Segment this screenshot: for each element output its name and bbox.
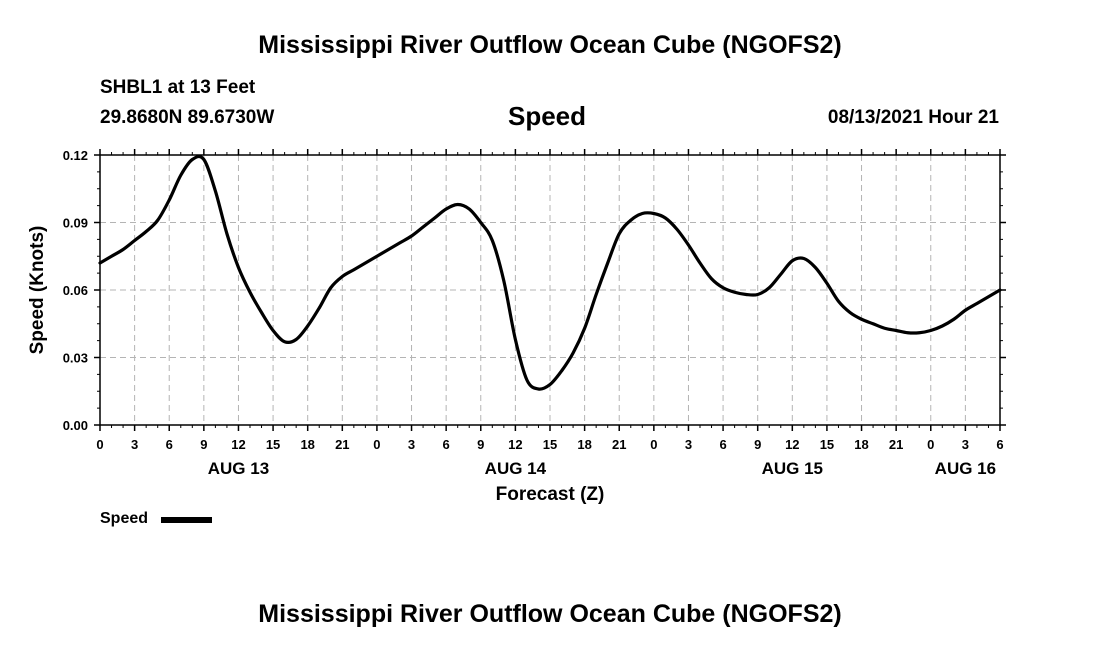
x-tick-label: 12 [508,437,522,452]
x-tick-label: 0 [927,437,934,452]
y-axis-label: Speed (Knots) [27,226,48,355]
x-tick-label: 21 [335,437,349,452]
x-tick-label: 9 [477,437,484,452]
axis-ticks [94,149,1006,431]
x-tick-label: 3 [408,437,415,452]
x-tick-label: 3 [685,437,692,452]
x-tick-label: 15 [543,437,557,452]
legend-label: Speed [100,510,149,527]
x-tick-label: 3 [131,437,138,452]
variable-title: Speed [508,101,587,131]
x-tick-label: 6 [996,437,1003,452]
x-tick-label: 3 [962,437,969,452]
y-tick-label: 0.12 [63,148,88,163]
x-date-label: AUG 14 [485,459,547,478]
x-tick-label: 6 [719,437,726,452]
y-tick-label: 0.09 [63,216,88,231]
station-label: SHBL1 at 13 Feet [100,77,256,98]
series-layer [98,154,1002,391]
x-tick-label: 21 [889,437,903,452]
x-tick-label: 18 [854,437,868,452]
x-tick-label: 15 [266,437,280,452]
y-tick-label: 0.06 [63,283,88,298]
x-axis-tick-labels: 0 3 6 9 12 15 18 21 0 3 6 9 12 15 18 21 0 3 6 9 12 15 18 21 0 3 6 [96,437,1003,452]
x-tick-label: 0 [96,437,103,452]
forecast-datetime: 08/13/2021 Hour 21 [827,107,999,128]
x-tick-label: 21 [612,437,626,452]
y-axis-tick-labels: 0.00 0.03 0.06 0.09 0.12 [63,148,88,433]
x-tick-label: 6 [443,437,450,452]
x-tick-label: 18 [577,437,591,452]
y-tick-label: 0.03 [63,351,88,366]
x-axis-label: Forecast (Z) [496,484,605,505]
x-date-label: AUG 15 [762,459,823,478]
x-tick-label: 9 [754,437,761,452]
x-tick-label: 12 [785,437,799,452]
x-date-label: AUG 16 [935,459,996,478]
x-tick-label: 15 [820,437,834,452]
y-tick-label: 0.00 [63,418,88,433]
station-coordinates: 29.8680N 89.6730W [100,107,275,128]
x-tick-label: 18 [300,437,314,452]
x-tick-label: 6 [166,437,173,452]
grid [100,155,1000,425]
series-line-speed [98,154,1002,391]
x-date-label: AUG 13 [208,459,269,478]
x-axis-date-labels: AUG 13 AUG 14 AUG 15 AUG 16 [208,459,996,478]
x-tick-label: 0 [373,437,380,452]
x-tick-label: 12 [231,437,245,452]
footer-title: Mississippi River Outflow Ocean Cube (NG… [258,600,842,628]
chart-title: Mississippi River Outflow Ocean Cube (NG… [258,31,842,59]
legend-swatch [161,517,212,523]
x-tick-label: 0 [650,437,657,452]
x-tick-label: 9 [200,437,207,452]
